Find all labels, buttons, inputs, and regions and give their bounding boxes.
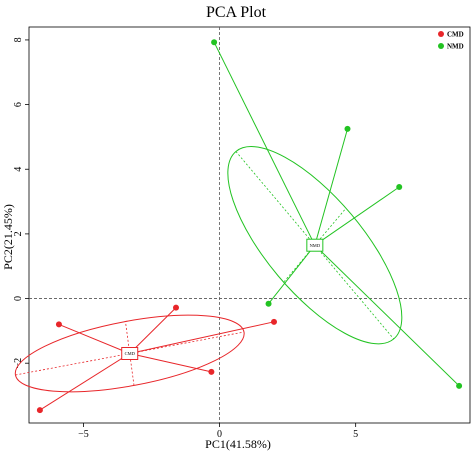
series-cmd: CMD (14, 304, 277, 414)
x-tick-label: −5 (78, 429, 89, 440)
y-tick-label: 0 (13, 296, 24, 301)
data-point-cmd (271, 318, 277, 325)
x-axis: −5 0 5 (78, 423, 358, 440)
x-tick-label: 0 (217, 429, 222, 440)
ellipse-major-axis (235, 151, 395, 340)
spider-line (129, 321, 275, 354)
data-point-cmd (173, 304, 179, 311)
centroid-box (306, 238, 324, 252)
centroid-box (121, 346, 139, 360)
spider-line (314, 186, 400, 246)
plot-area: CMD NMD (14, 39, 463, 414)
y-tick-label: −2 (13, 358, 24, 369)
y-tick-label: 4 (13, 167, 24, 172)
plot-frame (28, 26, 471, 424)
x-tick-label: 5 (353, 429, 358, 440)
legend-marker-cmd (438, 31, 444, 37)
centroid-label: CMD (125, 351, 136, 356)
spider-line (268, 244, 316, 305)
series-nmd: NMD (211, 39, 463, 389)
spider-line (39, 353, 130, 411)
legend: CMD NMD (438, 31, 464, 51)
legend-label-cmd: CMD (447, 31, 464, 39)
legend-marker-nmd (438, 43, 444, 49)
y-axis-label: PC2(21.45%) (1, 204, 15, 270)
data-point-nmd (396, 184, 403, 191)
y-axis: −2 0 2 4 6 8 (13, 37, 29, 369)
y-tick-label: 6 (13, 102, 24, 107)
y-tick-label: 8 (13, 37, 24, 42)
data-point-nmd (211, 39, 218, 46)
spider-line (314, 128, 348, 246)
legend-label-nmd: NMD (447, 43, 464, 51)
spider-line (129, 353, 212, 373)
spider-line (213, 41, 316, 246)
spider-line (314, 244, 460, 387)
data-point-nmd (265, 300, 272, 307)
y-tick-label: 2 (13, 231, 24, 236)
data-point-nmd (344, 125, 351, 132)
spider-line (58, 323, 130, 354)
chart-title: PCA Plot (206, 4, 267, 21)
x-axis-label: PC1(41.58%) (205, 437, 271, 451)
data-point-cmd (36, 407, 43, 414)
spider-line (129, 307, 177, 354)
centroid-label: NMD (310, 243, 321, 248)
data-point-cmd (55, 321, 62, 328)
data-point-nmd (456, 382, 463, 389)
data-point-cmd (208, 368, 215, 375)
